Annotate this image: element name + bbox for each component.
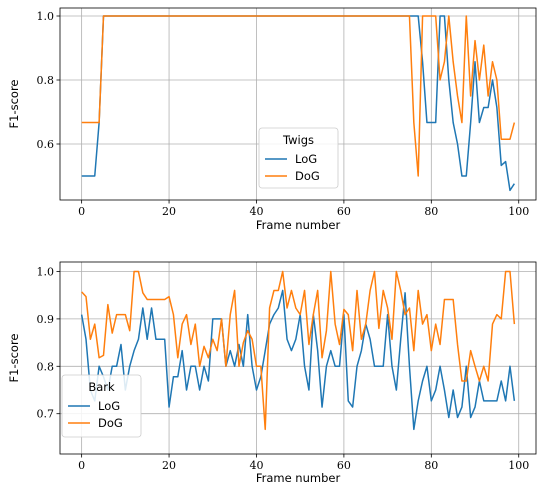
y-tick-label: 0.8	[37, 360, 55, 373]
legend-label-dog: DoG	[295, 169, 320, 183]
x-axis-label: Frame number	[256, 218, 341, 232]
y-tick-label: 0.8	[37, 74, 55, 87]
legend-box	[258, 127, 339, 189]
series-line-dog	[81, 270, 516, 431]
x-tick-label: 0	[78, 459, 85, 472]
x-tick-label: 60	[337, 205, 351, 218]
x-tick-label: 100	[508, 459, 529, 472]
x-tick-label: 40	[249, 205, 263, 218]
x-tick-label: 80	[424, 205, 438, 218]
chart-panel-1: 0 20 40 60 80 100 0.6 0.8 1.0 Frame number F1-scor…	[7, 7, 537, 232]
legend: Twigs LoG DoG	[258, 127, 339, 189]
x-tick-label: 80	[424, 459, 438, 472]
legend: Bark LoG DoG	[61, 374, 142, 438]
legend-title: Bark	[88, 380, 115, 394]
x-tick-label: 100	[508, 205, 529, 218]
y-tick-label: 1.0	[37, 10, 55, 23]
x-tick-label: 40	[249, 459, 263, 472]
y-axis-label: F1-score	[7, 80, 21, 129]
series-line-dog	[81, 15, 516, 177]
legend-title: Twigs	[282, 133, 314, 147]
x-tick-label: 20	[162, 205, 176, 218]
plot-frame	[59, 261, 537, 455]
legend-box	[61, 374, 142, 438]
x-tick-label: 60	[337, 459, 351, 472]
y-tick-label: 1.0	[37, 265, 55, 278]
x-tick-label: 20	[162, 459, 176, 472]
y-tick-label: 0.7	[37, 408, 55, 421]
y-tick-label: 0.6	[37, 138, 55, 151]
y-axis-label: F1-score	[7, 334, 21, 383]
chart-panel-2: 0 20 40 60 80 100 0.7 0.8 0.9 1.0 Frame number F1-s…	[7, 261, 537, 485]
plot-frame	[59, 7, 537, 201]
x-tick-label: 0	[78, 205, 85, 218]
series-line-log	[80, 289, 516, 431]
legend-label-log: LoG	[295, 152, 317, 166]
y-tick-label: 0.9	[37, 313, 55, 326]
legend-label-log: LoG	[98, 399, 120, 413]
legend-label-dog: DoG	[98, 416, 123, 430]
x-axis-label: Frame number	[256, 471, 341, 485]
